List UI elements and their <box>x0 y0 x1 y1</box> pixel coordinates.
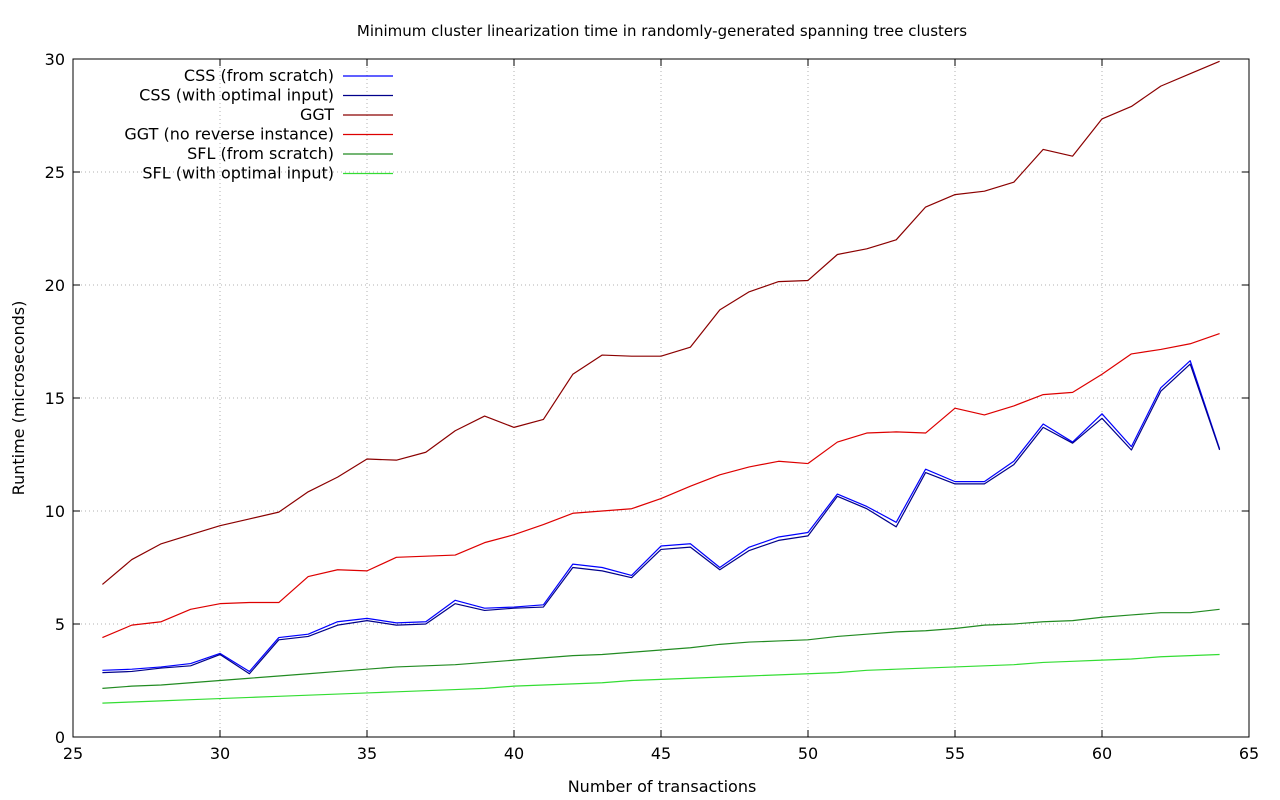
x-tick-label: 55 <box>945 744 965 763</box>
x-tick-label: 30 <box>210 744 230 763</box>
x-tick-label: 50 <box>798 744 818 763</box>
y-tick-label: 10 <box>45 502 65 521</box>
x-tick-label: 45 <box>651 744 671 763</box>
x-tick-label: 25 <box>63 744 83 763</box>
series-line-2 <box>102 363 1221 675</box>
legend-label: SFL (from scratch) <box>187 144 334 163</box>
series-line-4 <box>102 333 1220 639</box>
grid <box>73 59 1249 737</box>
x-tick-label: 35 <box>357 744 377 763</box>
legend-label: CSS (with optimal input) <box>139 86 334 105</box>
y-tick-label: 30 <box>45 50 65 69</box>
y-tick-label: 0 <box>55 728 65 747</box>
series-line-5 <box>102 608 1220 690</box>
axis-ticks: 25 30 35 40 45 50 55 60 65 0 5 10 15 20 25 30 <box>45 50 1260 763</box>
series-lines <box>102 60 1221 704</box>
series-line-1 <box>102 360 1221 673</box>
legend: CSS (from scratch)CSS (with optimal inpu… <box>124 66 393 183</box>
series-line-6 <box>102 653 1220 704</box>
legend-label: GGT <box>300 105 334 124</box>
y-tick-label: 5 <box>55 615 65 634</box>
x-tick-label: 40 <box>504 744 524 763</box>
chart-title: Minimum cluster linearization time in ra… <box>357 22 967 40</box>
y-tick-label: 25 <box>45 163 65 182</box>
x-axis-label: Number of transactions <box>568 777 757 796</box>
legend-label: CSS (from scratch) <box>184 66 334 85</box>
y-tick-label: 20 <box>45 276 65 295</box>
legend-label: GGT (no reverse instance) <box>124 125 334 144</box>
y-axis-label: Runtime (microseconds) <box>9 301 28 496</box>
x-tick-label: 60 <box>1092 744 1112 763</box>
x-tick-label: 65 <box>1239 744 1259 763</box>
series-line-3 <box>102 60 1220 585</box>
legend-label: SFL (with optimal input) <box>142 164 334 183</box>
y-tick-label: 15 <box>45 389 65 408</box>
